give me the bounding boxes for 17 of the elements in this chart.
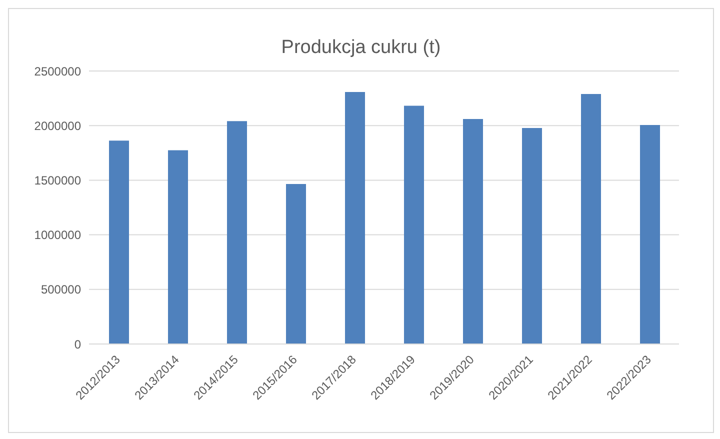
y-tick-label: 500000 xyxy=(40,282,82,297)
y-tick-label: 2500000 xyxy=(34,64,82,78)
chart-title: Produkcja cukru (t) xyxy=(280,37,442,59)
bar xyxy=(640,124,660,344)
y-tick-label: 2000000 xyxy=(34,118,82,133)
bar xyxy=(404,106,424,344)
bar xyxy=(345,92,365,344)
y-tick-label: 0 xyxy=(74,337,82,352)
bar xyxy=(286,184,306,344)
bar xyxy=(168,150,188,344)
bar xyxy=(581,94,601,344)
y-tick-label: 1000000 xyxy=(34,228,82,242)
bar xyxy=(522,128,542,344)
y-tick-label: 1500000 xyxy=(34,173,82,188)
bar xyxy=(227,121,247,344)
bar xyxy=(463,119,483,344)
bar xyxy=(109,140,129,344)
